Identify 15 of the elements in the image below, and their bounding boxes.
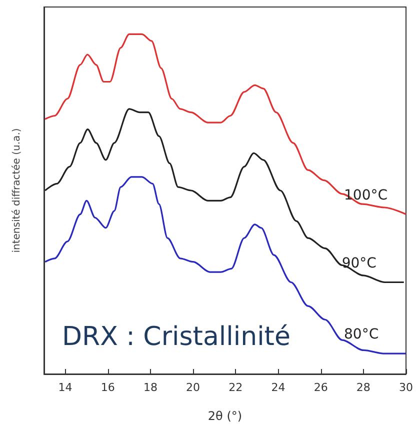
x-tick-label: 20 [186, 381, 200, 394]
x-tick-label: 16 [100, 381, 115, 394]
x-axis-title: 2θ (°) [208, 409, 242, 423]
x-tick-label: 24 [271, 381, 286, 394]
annotation: DRX : Cristallinité [62, 322, 290, 352]
x-tick-label: 14 [58, 381, 72, 394]
series-label: 90°C [342, 255, 377, 272]
x-tick-label: 18 [143, 381, 158, 394]
x-tick-label: 28 [356, 381, 370, 394]
series-label: 80°C [344, 326, 379, 343]
y-axis-title: intensité diffractée (u.a.) [12, 128, 22, 253]
x-tick-label: 26 [314, 381, 328, 394]
series-label: 100°C [344, 187, 388, 204]
x-tick-label: 30 [399, 381, 413, 394]
x-tick-label: 22 [228, 381, 243, 394]
